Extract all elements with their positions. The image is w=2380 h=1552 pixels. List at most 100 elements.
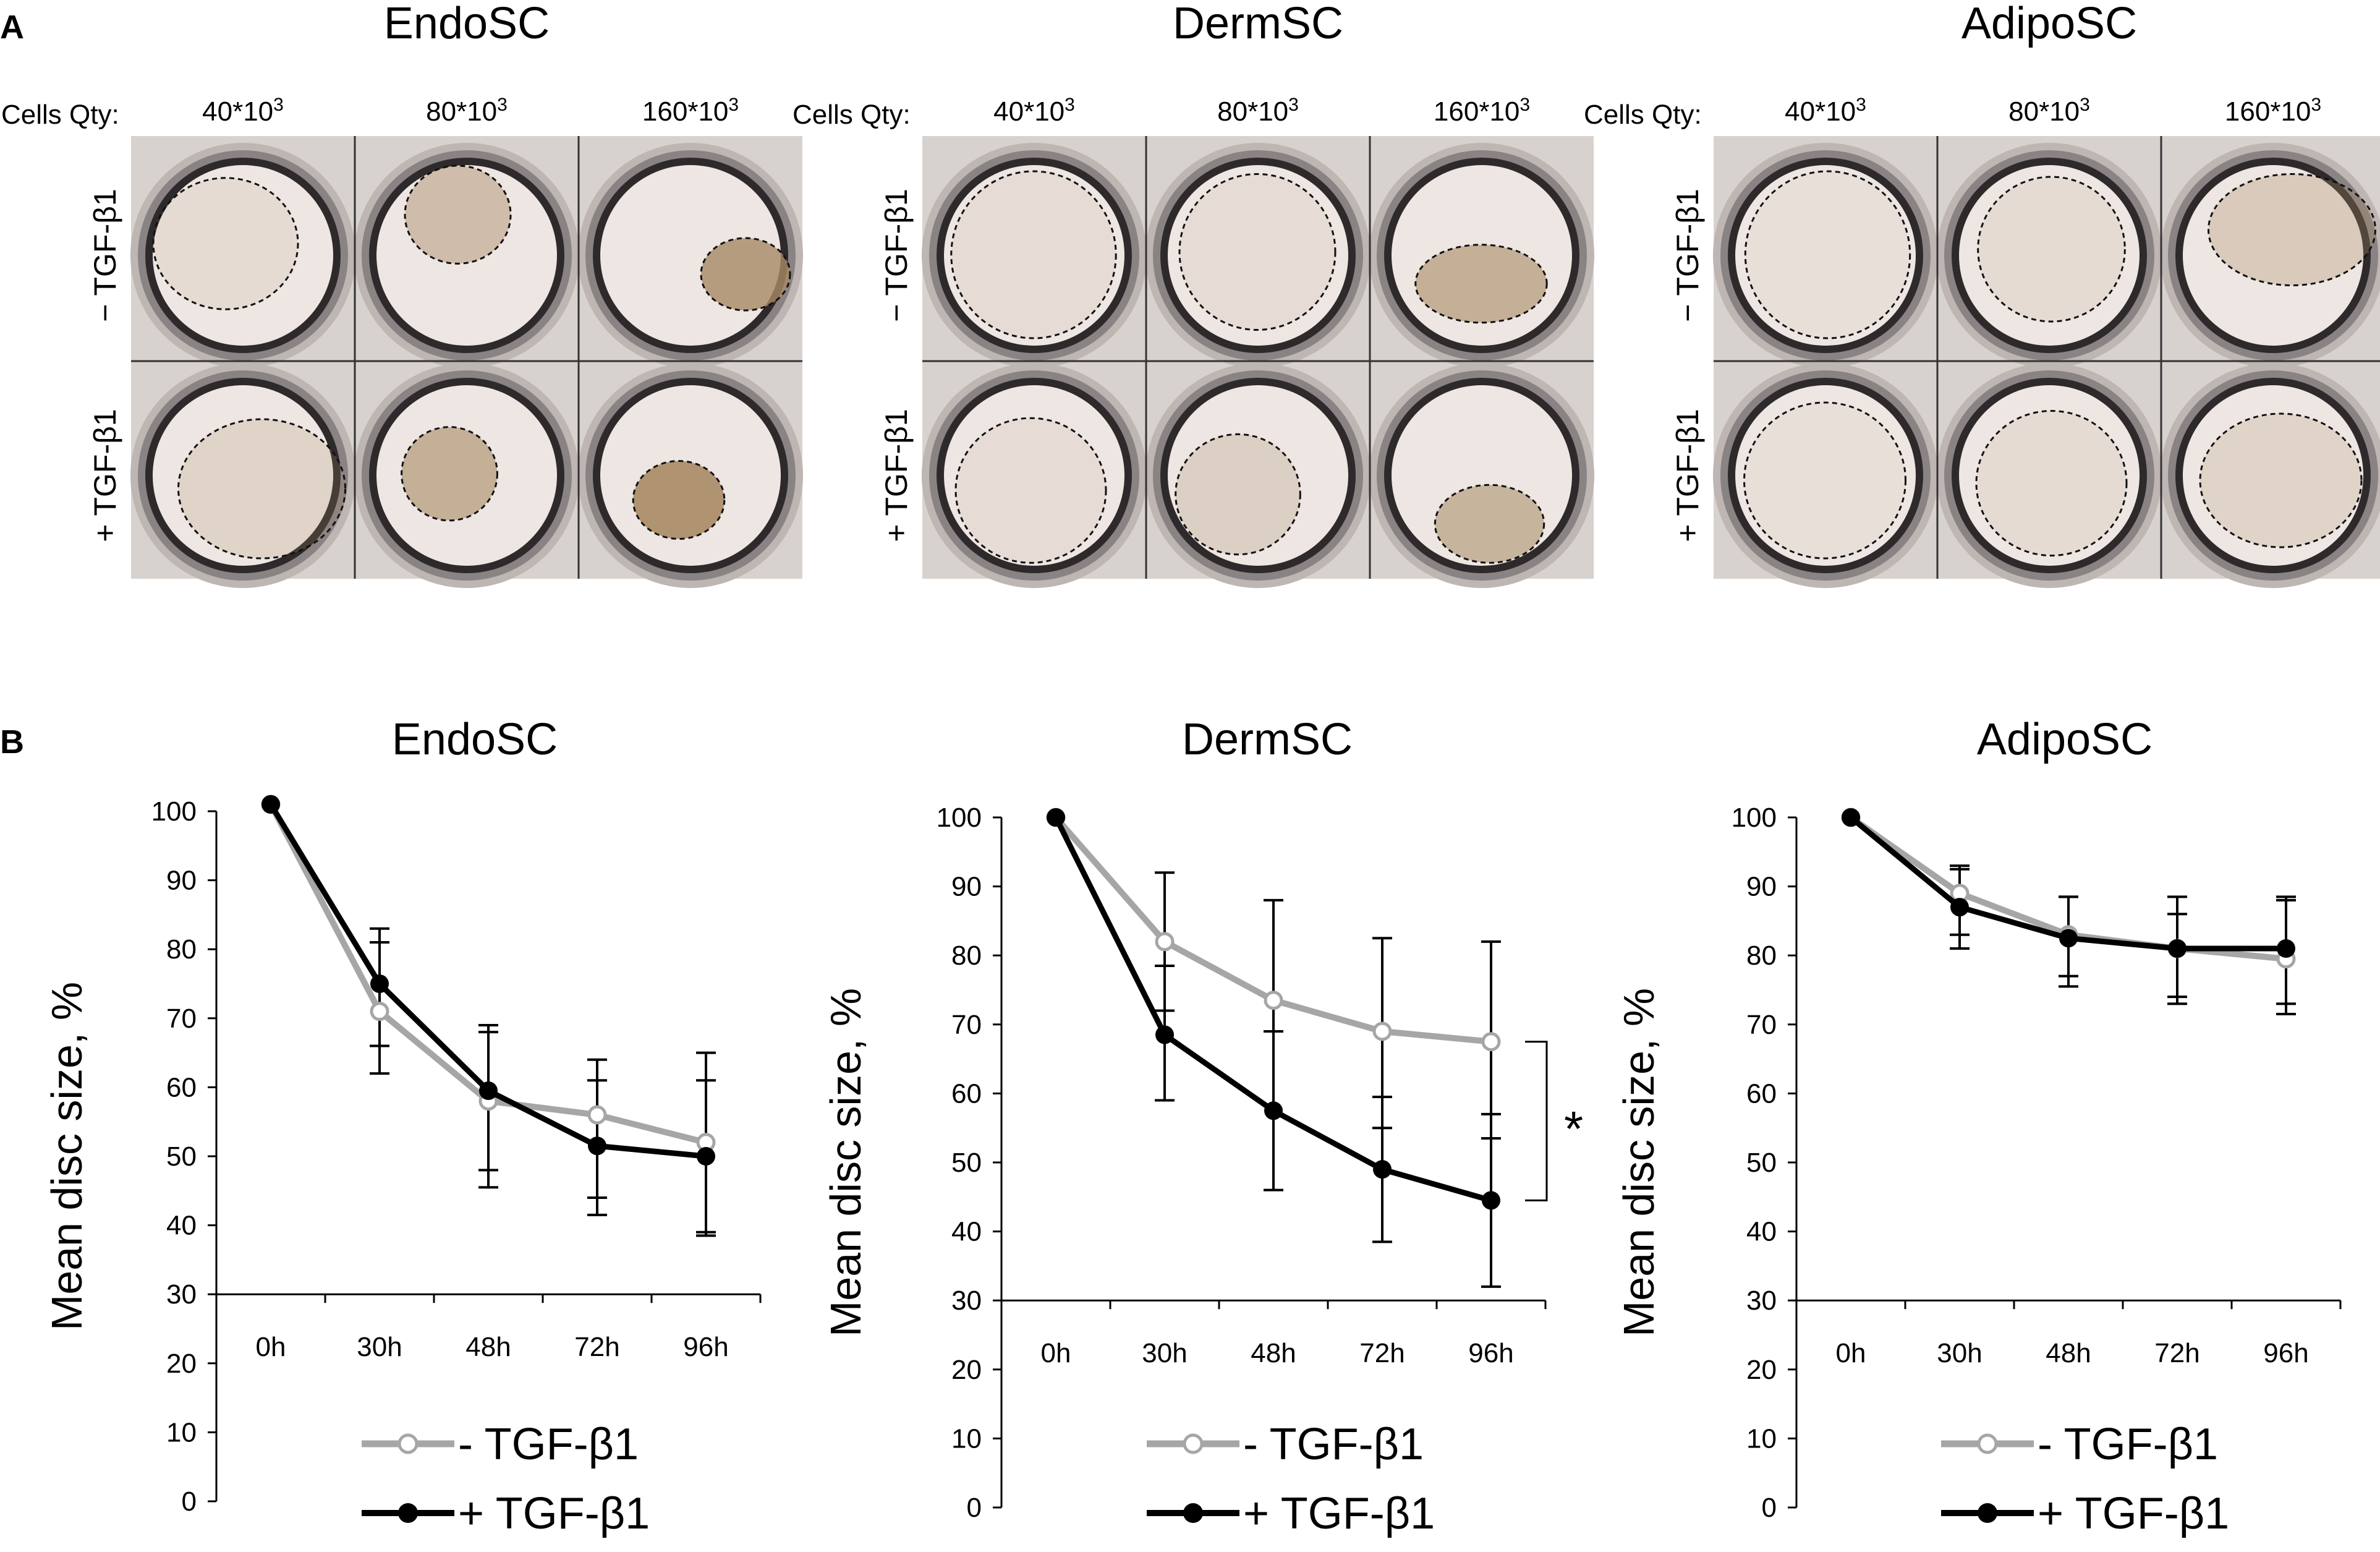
tissue-disc-outline	[1434, 484, 1545, 564]
x-tick-label: 48h	[1251, 1338, 1296, 1368]
data-point	[1373, 1160, 1392, 1179]
cell-qty-label: 80*103	[2008, 95, 2090, 127]
x-tick-label: 72h	[2154, 1338, 2199, 1368]
well	[354, 363, 579, 588]
well	[1937, 363, 2162, 588]
well	[130, 363, 355, 588]
cell-qty-base: 160*10	[2225, 96, 2311, 127]
data-point	[2059, 929, 2078, 948]
well-floor	[2183, 385, 2363, 566]
well-floor	[1959, 385, 2140, 566]
tissue-disc-outline	[950, 170, 1117, 339]
x-tick-label: 72h	[574, 1332, 619, 1362]
well-floor	[1168, 385, 1348, 566]
legend-label: + TGF-β1	[1243, 1489, 1435, 1538]
x-tick-label: 0h	[256, 1332, 286, 1362]
data-point	[370, 1002, 389, 1021]
panel-a-letter: A	[0, 9, 24, 46]
row-label: − TGF-β1	[1670, 189, 1705, 322]
y-tick-label: 20	[1746, 1355, 1777, 1385]
cell-qty-base: 160*10	[1434, 96, 1519, 127]
series-line-plus-tgf	[261, 795, 715, 1166]
legend-swatch-marker	[398, 1503, 418, 1523]
tissue-disc-outline	[1414, 244, 1548, 324]
data-point	[479, 1081, 498, 1100]
legend-label: + TGF-β1	[2038, 1489, 2229, 1538]
x-tick-label: 0h	[1836, 1338, 1866, 1368]
tissue-disc-outline	[632, 460, 726, 540]
chart-endosc: EndoSC Mean disc size, % 0 10 20 30 40 50 60 70 80…	[43, 715, 762, 1538]
well	[922, 143, 1147, 368]
legend-swatch-marker	[1977, 1433, 1998, 1454]
cells-qty-label: Cells Qty:	[793, 100, 911, 130]
y-tick-label: 10	[166, 1417, 197, 1448]
well	[130, 143, 355, 368]
x-tick-label: 96h	[683, 1332, 728, 1362]
significance-bracket	[1525, 1041, 1548, 1201]
tissue-disc-outline	[177, 418, 346, 560]
cell-qty-label: 160*103	[2225, 95, 2321, 127]
legend-swatch-marker	[1183, 1503, 1203, 1523]
y-tick-label: 20	[951, 1355, 982, 1385]
y-axis-label: Mean disc size, %	[822, 988, 870, 1337]
data-point	[1047, 808, 1065, 827]
chart-adiposc: AdipoSC Mean disc size, % 0 10 20 30 40 50 60 70 8…	[1615, 715, 2342, 1538]
y-tick-label: 50	[166, 1141, 197, 1172]
y-tick-label: 80	[166, 934, 197, 965]
cell-qty-base: 40*10	[1785, 96, 1856, 127]
y-tick-label: 100	[151, 796, 197, 827]
well	[1937, 143, 2162, 368]
y-tick-label: 10	[951, 1423, 982, 1454]
tissue-disc-outline	[2199, 412, 2363, 548]
chart-title: AdipoSC	[1977, 715, 2153, 764]
chart-dermsc: DermSC Mean disc size, % 0 10 20 30 40 50 60 70 80…	[822, 715, 1583, 1538]
y-tick-label: 50	[951, 1148, 982, 1178]
series-line-plus-tgf	[1842, 808, 2295, 958]
chart-title: EndoSC	[392, 715, 558, 764]
series-plus-tgf	[370, 927, 716, 1237]
data-point	[587, 1105, 607, 1125]
legend-label: + TGF-β1	[458, 1489, 650, 1538]
y-tick-label: 100	[1732, 803, 1777, 833]
well	[1713, 143, 1938, 368]
cell-qty-label: 160*103	[1434, 95, 1530, 127]
row-label: − TGF-β1	[88, 189, 122, 322]
y-tick-label: 90	[951, 872, 982, 902]
group-title: DermSC	[1173, 0, 1343, 48]
legend: - TGF-β1 + TGF-β1	[1941, 1420, 2229, 1538]
y-tick-label: 40	[166, 1211, 197, 1241]
well-floor	[1735, 385, 1916, 566]
cell-qty-label: 40*103	[993, 95, 1075, 127]
data-point	[1481, 1032, 1501, 1052]
cell-qty-label: 160*103	[642, 95, 739, 127]
tissue-disc-outline	[1743, 401, 1906, 560]
cell-qty-exponent: 3	[273, 95, 284, 115]
y-tick-label: 50	[1746, 1148, 1777, 1178]
y-tick-label: 40	[1746, 1217, 1777, 1247]
x-tick-label: 30h	[357, 1332, 402, 1362]
y-tick-label: 90	[1746, 872, 1777, 902]
cell-qty-base: 40*10	[202, 96, 273, 127]
tissue-disc-outline	[401, 426, 498, 522]
group-title: EndoSC	[384, 0, 550, 48]
y-tick-label: 60	[951, 1078, 982, 1109]
cells-qty-label: Cells Qty:	[1, 100, 119, 130]
y-tick-label: 70	[1746, 1010, 1777, 1040]
cell-qty-exponent: 3	[2080, 95, 2090, 115]
cell-qty-exponent: 3	[728, 95, 739, 115]
panel-b-letter: B	[0, 723, 24, 761]
tissue-disc-outline	[700, 237, 791, 312]
data-point	[1482, 1191, 1500, 1210]
cell-qty-base: 80*10	[426, 96, 497, 127]
legend-swatch-marker	[1183, 1433, 1204, 1454]
data-point	[261, 795, 280, 814]
data-point	[1264, 1101, 1283, 1120]
x-tick-label: 0h	[1041, 1338, 1071, 1368]
well-floor	[2183, 165, 2363, 346]
x-tick-label: 96h	[2263, 1338, 2308, 1368]
tissue-disc-outline	[1175, 433, 1301, 556]
well	[1369, 143, 1594, 368]
data-point	[1155, 932, 1175, 952]
tissue-disc-outline	[2208, 173, 2376, 286]
